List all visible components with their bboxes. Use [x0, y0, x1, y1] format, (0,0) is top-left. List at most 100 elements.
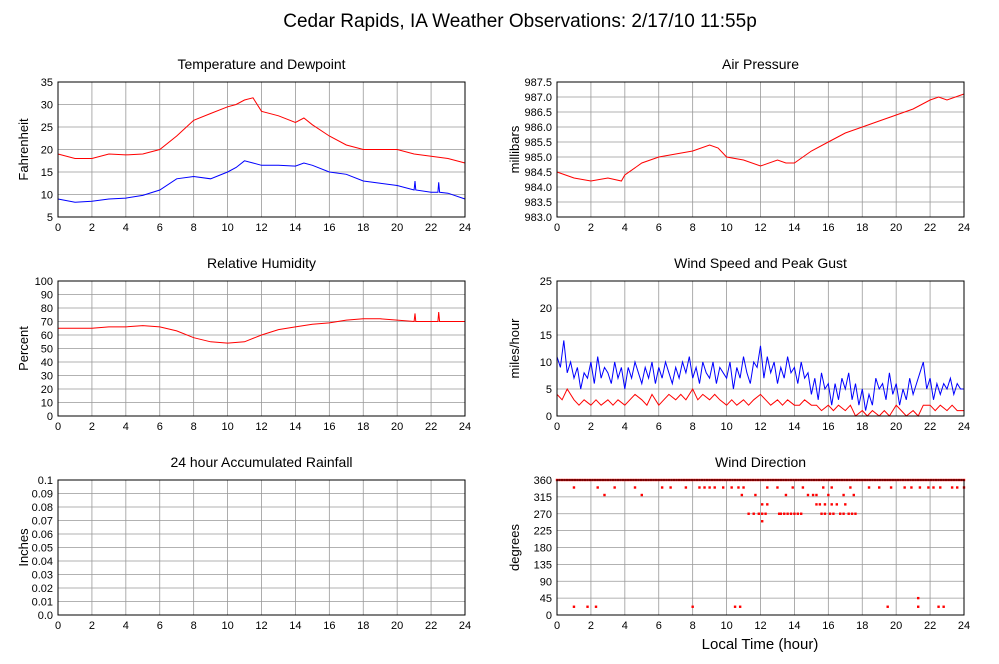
- data-point: [878, 486, 881, 489]
- y-tick-label: 0.0: [38, 610, 53, 622]
- chart-title: Temperature and Dewpoint: [177, 56, 345, 72]
- data-point: [827, 493, 830, 497]
- y-tick-label: 0.1: [38, 475, 53, 487]
- y-tick-label: 0: [47, 411, 53, 423]
- x-tick-label: 2: [588, 620, 594, 632]
- x-tick-label: 18: [357, 421, 369, 433]
- data-point: [820, 512, 823, 515]
- series-line-red: [57, 97, 466, 164]
- x-tick-label: 12: [754, 222, 766, 234]
- data-point: [910, 486, 913, 489]
- y-tick-label: 0.02: [32, 583, 53, 595]
- x-tick-label: 20: [890, 222, 902, 234]
- data-point: [783, 512, 786, 515]
- data-point: [811, 493, 815, 497]
- y-tick-label: 25: [540, 276, 552, 288]
- data-point: [822, 486, 825, 489]
- y-tick-label: 25: [41, 122, 53, 134]
- data-point: [937, 605, 940, 608]
- y-axis-label: degrees: [507, 524, 522, 571]
- x-tick-label: 24: [958, 222, 970, 234]
- chart-title: Wind Direction: [715, 454, 806, 470]
- data-point: [713, 486, 716, 489]
- y-tick-label: 20: [41, 384, 53, 396]
- data-point: [760, 512, 764, 515]
- x-tick-label: 0: [554, 421, 560, 433]
- data-point: [752, 512, 755, 515]
- data-point: [832, 512, 835, 515]
- x-tick-label: 8: [690, 620, 696, 632]
- data-point: [918, 486, 922, 489]
- data-point: [849, 486, 852, 489]
- y-tick-label: 986.5: [524, 107, 552, 119]
- x-tick-label: 12: [255, 222, 267, 234]
- data-point: [596, 486, 599, 489]
- y-tick-label: 135: [534, 559, 552, 571]
- chart-title: Wind Speed and Peak Gust: [674, 255, 847, 271]
- data-point: [854, 512, 857, 515]
- chart-panel-1: 0 2 4 6 8 10 12 14 16 18 20 22 245101520253035Temper…: [16, 56, 471, 234]
- y-tick-label: 225: [534, 526, 552, 538]
- x-tick-label: 20: [890, 421, 902, 433]
- y-axis-label: millibars: [507, 125, 522, 173]
- data-point: [613, 486, 616, 489]
- data-point: [708, 486, 711, 489]
- x-tick-label: 14: [289, 620, 301, 632]
- data-point: [740, 493, 744, 497]
- y-tick-label: 0.05: [32, 543, 53, 555]
- data-point: [766, 503, 769, 506]
- x-tick-label: 22: [425, 620, 437, 632]
- data-point: [830, 486, 833, 489]
- x-tick-label: 12: [255, 421, 267, 433]
- y-axis-label: Inches: [16, 528, 31, 567]
- plot-frame: [57, 479, 466, 616]
- y-tick-label: 0.06: [32, 529, 53, 541]
- data-point: [733, 605, 737, 608]
- data-point: [844, 503, 847, 506]
- series-line-red: [556, 93, 965, 182]
- x-tick-label: 22: [425, 421, 437, 433]
- x-axis-label: Local Time (hour): [702, 636, 819, 653]
- data-point: [737, 486, 740, 489]
- data-point: [784, 493, 788, 497]
- x-tick-label: 10: [720, 620, 732, 632]
- data-point: [823, 512, 827, 515]
- x-tick-label: 8: [690, 222, 696, 234]
- plot-frame: [57, 81, 466, 218]
- y-tick-label: 987.5: [524, 77, 552, 89]
- data-point: [800, 512, 803, 515]
- data-point: [850, 512, 854, 515]
- x-tick-label: 4: [622, 620, 628, 632]
- y-tick-label: 70: [41, 317, 53, 329]
- x-tick-label: 2: [588, 421, 594, 433]
- data-point: [842, 512, 845, 515]
- data-point: [796, 512, 800, 515]
- data-point: [806, 493, 810, 497]
- x-tick-label: 6: [656, 421, 662, 433]
- x-tick-label: 2: [588, 222, 594, 234]
- x-tick-label: 18: [856, 620, 868, 632]
- x-tick-label: 2: [89, 222, 95, 234]
- y-tick-label: 15: [540, 330, 552, 342]
- x-tick-label: 10: [221, 222, 233, 234]
- data-point: [572, 605, 576, 608]
- x-tick-label: 16: [323, 222, 335, 234]
- chart-panel-3: 0 2 4 6 8 10 12 14 16 18 20 22 240102030405060708090…: [16, 255, 471, 433]
- data-point: [867, 486, 871, 489]
- series-line-red: [556, 387, 964, 417]
- data-point: [742, 486, 745, 489]
- x-tick-label: 10: [221, 421, 233, 433]
- y-tick-label: 35: [41, 77, 53, 89]
- x-tick-label: 10: [221, 620, 233, 632]
- x-tick-label: 18: [856, 222, 868, 234]
- data-point: [760, 520, 764, 523]
- y-tick-label: 10: [41, 398, 53, 410]
- data-point: [917, 596, 920, 600]
- data-point: [852, 493, 855, 497]
- x-tick-label: 20: [391, 620, 403, 632]
- data-point: [684, 486, 688, 489]
- data-point: [823, 503, 827, 506]
- data-point: [669, 486, 672, 489]
- data-point: [801, 486, 805, 489]
